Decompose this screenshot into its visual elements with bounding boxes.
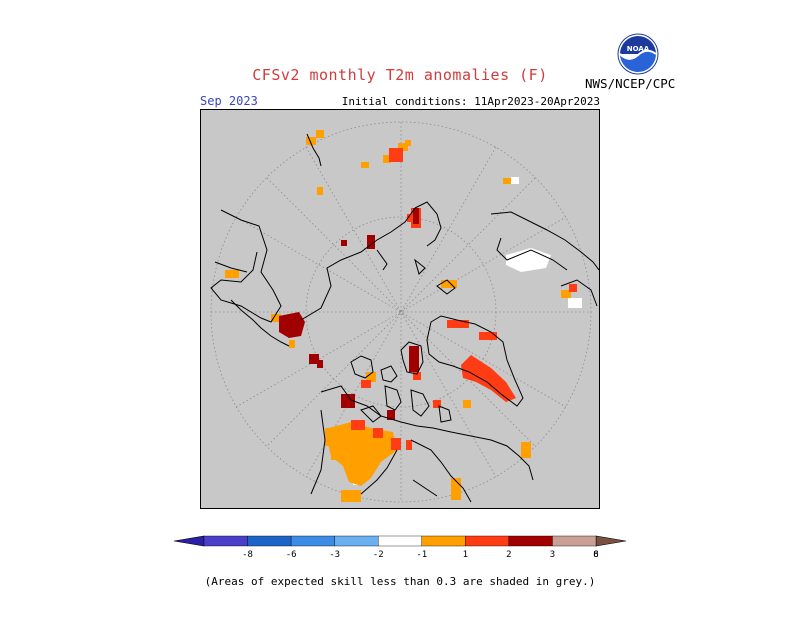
legend-tick-label: -6 bbox=[286, 550, 297, 560]
warm-anomaly-3-areas bbox=[279, 208, 419, 420]
legend-segment bbox=[290, 535, 335, 547]
legend-tick-label: -3 bbox=[329, 550, 340, 560]
polar-map bbox=[200, 109, 600, 509]
legend-segment bbox=[203, 535, 248, 547]
noaa-logo: NOAA bbox=[617, 33, 659, 75]
legend-arrow-low bbox=[173, 535, 205, 547]
legend-tick-label: 6 bbox=[593, 550, 598, 560]
coastlines bbox=[210, 133, 599, 503]
color-legend-bar: -8 -6 -3 -2 -1 1 2 3 68 bbox=[173, 535, 627, 560]
legend-tick-label: 3 bbox=[550, 550, 555, 560]
polar-map-canvas bbox=[201, 110, 599, 508]
noaa-logo-text: NOAA bbox=[627, 45, 650, 53]
initial-conditions: Initial conditions: 11Apr2023-20Apr2023 bbox=[341, 95, 600, 108]
legend-tick-label: 2 bbox=[506, 550, 511, 560]
legend-segment bbox=[378, 535, 422, 547]
legend-segment bbox=[421, 535, 466, 547]
legend-tick-label: -2 bbox=[373, 550, 384, 560]
forecast-month: Sep 2023 bbox=[200, 94, 258, 108]
legend-tick-label: -1 bbox=[416, 550, 427, 560]
legend-tick-label: -8 bbox=[242, 550, 253, 560]
legend-segment bbox=[465, 535, 510, 547]
map-title: CFSv2 monthly T2m anomalies (F) bbox=[252, 66, 548, 84]
legend-arrow-high bbox=[595, 535, 627, 547]
skill-footnote: (Areas of expected skill less than 0.3 a… bbox=[204, 575, 596, 588]
legend-segment bbox=[552, 535, 597, 547]
color-legend: -8 -6 -3 -2 -1 1 2 3 6 8 bbox=[170, 530, 630, 564]
agency-label: NWS/NCEP/CPC bbox=[585, 76, 676, 91]
legend-segment bbox=[508, 535, 553, 547]
graticule bbox=[210, 121, 592, 503]
legend-tick-label: 8 bbox=[593, 550, 598, 560]
legend-segment bbox=[247, 535, 292, 547]
legend-segment bbox=[334, 535, 379, 547]
legend-tick-label: 1 bbox=[463, 550, 468, 560]
